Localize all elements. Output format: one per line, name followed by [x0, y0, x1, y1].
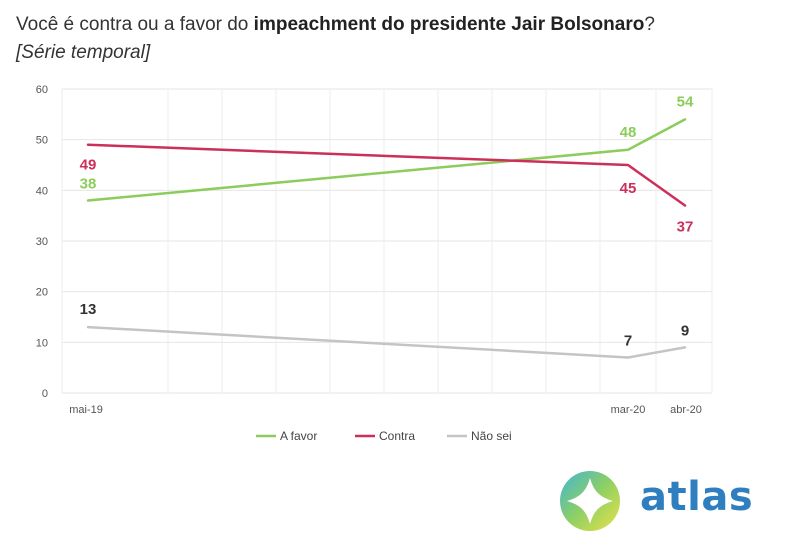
x-tick-label: mai-19: [69, 404, 103, 416]
data-label: 45: [620, 180, 637, 197]
chart-subtitle: [Série temporal]: [16, 42, 151, 63]
data-labels: 38 48 54 49 45 37 13 7 9: [80, 93, 694, 349]
y-tick-label: 0: [42, 388, 48, 400]
y-axis: 0 10 20 30 40 50 60: [36, 84, 48, 400]
x-tick-label: mar-20: [611, 404, 646, 416]
legend: A favor Contra Não sei: [256, 429, 512, 443]
y-tick-label: 10: [36, 337, 48, 349]
gridlines: [61, 88, 713, 394]
data-label: 37: [677, 219, 694, 236]
data-label: 13: [80, 301, 97, 318]
y-tick-label: 50: [36, 135, 48, 147]
legend-label: A favor: [280, 429, 317, 443]
y-tick-label: 30: [36, 236, 48, 248]
data-label: 38: [80, 175, 97, 192]
legend-label: Contra: [379, 429, 415, 443]
y-tick-label: 60: [36, 84, 48, 96]
data-label: 49: [80, 157, 97, 174]
atlas-logo-icon: [560, 471, 620, 531]
y-tick-label: 40: [36, 185, 48, 197]
title-plain: Você é contra ou a favor do: [16, 14, 254, 35]
x-axis: mai-19 mar-20 abr-20: [69, 404, 702, 416]
series-lines: [86, 118, 687, 359]
legend-label: Não sei: [471, 429, 512, 443]
chart-title: Você é contra ou a favor do impeachment …: [16, 12, 786, 37]
x-tick-label: abr-20: [670, 404, 702, 416]
y-tick-label: 20: [36, 287, 48, 299]
title-bold: impeachment do presidente Jair Bolsonaro: [253, 14, 645, 35]
series-line-contra: [86, 143, 687, 207]
data-label: 54: [677, 93, 694, 110]
title-end: ?: [644, 14, 655, 35]
data-label: 7: [624, 333, 632, 350]
series-line-a-favor: [86, 118, 687, 202]
atlas-logo-text: atlas: [640, 474, 754, 520]
series-line-n-o-sei: [86, 325, 687, 359]
data-label: 48: [620, 124, 637, 141]
atlas-logo: [556, 466, 756, 534]
data-label: 9: [681, 322, 689, 339]
